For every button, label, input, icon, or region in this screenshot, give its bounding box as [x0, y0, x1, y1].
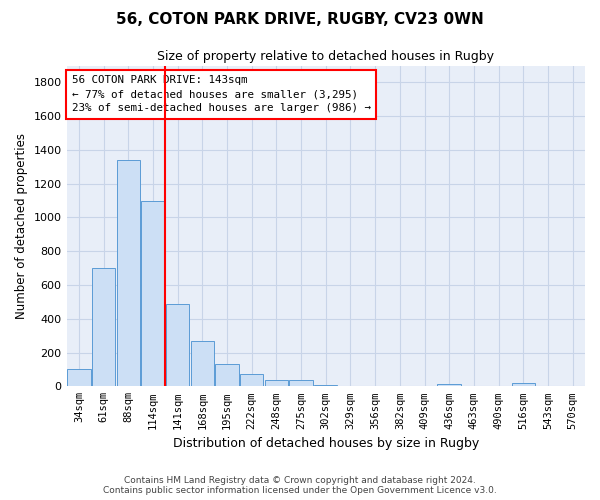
Bar [116, 160, 140, 386]
Bar [92, 268, 115, 386]
Bar [240, 374, 263, 386]
Title: Size of property relative to detached houses in Rugby: Size of property relative to detached ho… [157, 50, 494, 63]
Bar [166, 304, 190, 386]
Text: 56, COTON PARK DRIVE, RUGBY, CV23 0WN: 56, COTON PARK DRIVE, RUGBY, CV23 0WN [116, 12, 484, 28]
Bar [191, 340, 214, 386]
Bar [437, 384, 461, 386]
Text: Contains HM Land Registry data © Crown copyright and database right 2024.
Contai: Contains HM Land Registry data © Crown c… [103, 476, 497, 495]
Bar [289, 380, 313, 386]
Bar [512, 383, 535, 386]
Bar [141, 200, 164, 386]
X-axis label: Distribution of detached houses by size in Rugby: Distribution of detached houses by size … [173, 437, 479, 450]
Bar [265, 380, 288, 386]
Bar [215, 364, 239, 386]
Text: 56 COTON PARK DRIVE: 143sqm
← 77% of detached houses are smaller (3,295)
23% of : 56 COTON PARK DRIVE: 143sqm ← 77% of det… [72, 75, 371, 113]
Y-axis label: Number of detached properties: Number of detached properties [15, 133, 28, 319]
Bar [67, 370, 91, 386]
